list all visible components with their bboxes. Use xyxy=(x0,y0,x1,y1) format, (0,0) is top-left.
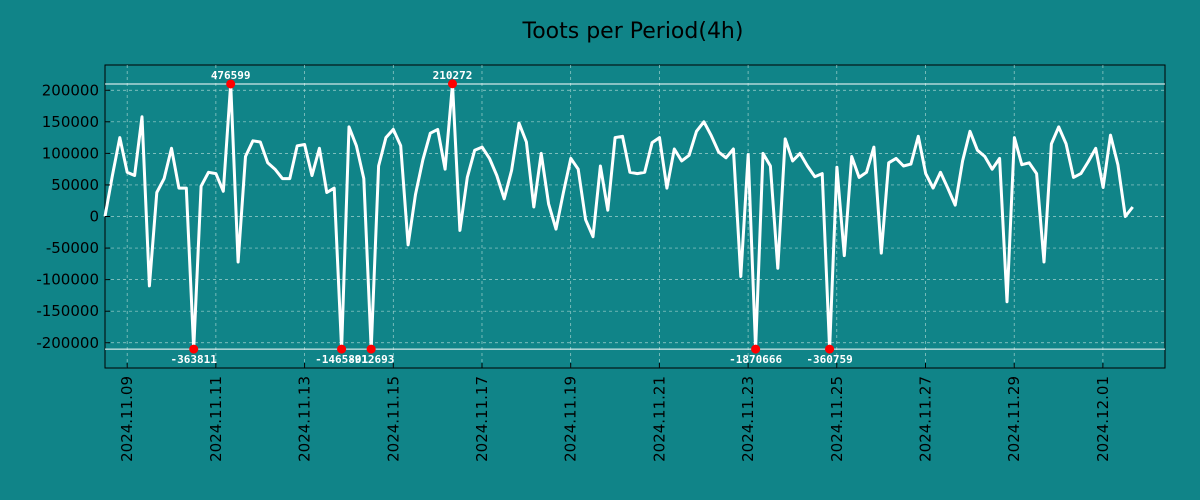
y-tick-label: 0 xyxy=(89,208,99,226)
y-axis-ticks: -200000 -150000 -100000 -50000 0 50000 100000 1… xyxy=(36,81,110,352)
grid xyxy=(105,65,1165,368)
y-tick-label: -50000 xyxy=(46,239,99,257)
annotation-label: -1465801 xyxy=(315,353,368,366)
annotation-label: -363811 xyxy=(171,353,218,366)
annotation-label: -360759 xyxy=(806,353,852,366)
x-tick-label: 2024.11.19 xyxy=(562,376,580,462)
annotation-marker xyxy=(366,344,376,354)
annotation-label: 210272 xyxy=(433,69,473,82)
annotations: -363811 476599 -1465801-912693 210272 -18706… xyxy=(171,69,853,366)
series-line-path xyxy=(103,82,1134,351)
x-tick-label: 2024.11.23 xyxy=(739,376,757,462)
x-axis-ticks: 2024.11.09 2024.11.11 2024.11.13 2024.11.15… xyxy=(118,363,1112,462)
y-tick-label: -150000 xyxy=(36,302,99,320)
annotation-marker xyxy=(751,344,761,354)
annotation-markers xyxy=(189,79,835,354)
x-tick-label: 2024.11.11 xyxy=(207,376,225,462)
annotation-marker xyxy=(226,79,236,89)
y-tick-label: 150000 xyxy=(42,113,99,131)
y-tick-label: 200000 xyxy=(42,81,99,99)
x-tick-label: 2024.11.13 xyxy=(296,376,314,462)
annotation-label: -1870666 xyxy=(729,353,782,366)
y-tick-label: -200000 xyxy=(36,334,99,352)
annotation-label: -912693 xyxy=(348,353,394,366)
x-tick-label: 2024.11.29 xyxy=(1005,376,1023,462)
series-line xyxy=(103,82,1134,351)
y-tick-label: 100000 xyxy=(42,144,99,162)
x-tick-label: 2024.11.21 xyxy=(650,376,668,462)
x-tick-label: 2024.11.09 xyxy=(118,376,136,462)
y-tick-label: -100000 xyxy=(36,271,99,289)
annotation-label: 476599 xyxy=(211,69,251,82)
annotation-marker xyxy=(189,344,199,354)
y-tick-label: 50000 xyxy=(51,176,99,194)
x-tick-label: 2024.12.01 xyxy=(1094,376,1112,462)
clip-lines xyxy=(105,83,1165,350)
annotation-marker xyxy=(825,344,835,354)
x-tick-label: 2024.11.27 xyxy=(917,376,935,462)
chart-title: Toots per Period(4h) xyxy=(522,19,744,44)
x-tick-label: 2024.11.17 xyxy=(473,376,491,462)
annotation-marker xyxy=(337,344,347,354)
x-tick-label: 2024.11.15 xyxy=(384,376,402,462)
x-tick-label: 2024.11.25 xyxy=(828,376,846,462)
annotation-marker xyxy=(447,79,457,89)
